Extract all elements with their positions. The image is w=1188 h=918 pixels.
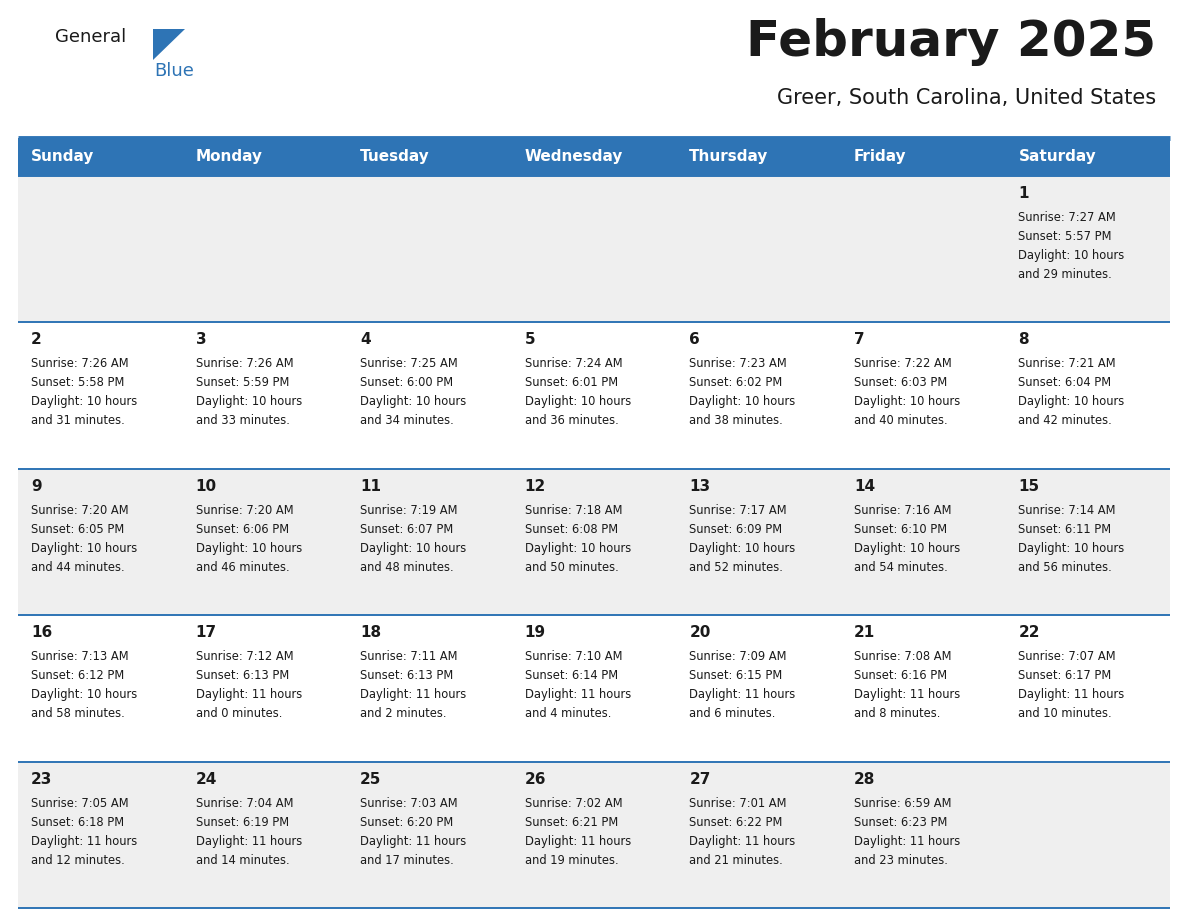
Text: 15: 15 (1018, 479, 1040, 494)
Text: 17: 17 (196, 625, 216, 640)
Text: 12: 12 (525, 479, 546, 494)
Text: 26: 26 (525, 772, 546, 787)
Text: Sunrise: 7:08 AM
Sunset: 6:16 PM
Daylight: 11 hours
and 8 minutes.: Sunrise: 7:08 AM Sunset: 6:16 PM Dayligh… (854, 650, 960, 721)
Polygon shape (153, 29, 185, 60)
Text: Sunrise: 6:59 AM
Sunset: 6:23 PM
Daylight: 11 hours
and 23 minutes.: Sunrise: 6:59 AM Sunset: 6:23 PM Dayligh… (854, 797, 960, 867)
Text: Sunrise: 7:10 AM
Sunset: 6:14 PM
Daylight: 11 hours
and 4 minutes.: Sunrise: 7:10 AM Sunset: 6:14 PM Dayligh… (525, 650, 631, 721)
Text: Thursday: Thursday (689, 150, 769, 164)
Text: Sunrise: 7:17 AM
Sunset: 6:09 PM
Daylight: 10 hours
and 52 minutes.: Sunrise: 7:17 AM Sunset: 6:09 PM Dayligh… (689, 504, 796, 574)
Text: Sunrise: 7:20 AM
Sunset: 6:06 PM
Daylight: 10 hours
and 46 minutes.: Sunrise: 7:20 AM Sunset: 6:06 PM Dayligh… (196, 504, 302, 574)
Text: 27: 27 (689, 772, 710, 787)
Text: Friday: Friday (854, 150, 906, 164)
Text: 1: 1 (1018, 186, 1029, 201)
Text: Sunrise: 7:14 AM
Sunset: 6:11 PM
Daylight: 10 hours
and 56 minutes.: Sunrise: 7:14 AM Sunset: 6:11 PM Dayligh… (1018, 504, 1125, 574)
Text: Sunrise: 7:09 AM
Sunset: 6:15 PM
Daylight: 11 hours
and 6 minutes.: Sunrise: 7:09 AM Sunset: 6:15 PM Dayligh… (689, 650, 796, 721)
FancyBboxPatch shape (18, 469, 1170, 615)
Text: Sunrise: 7:21 AM
Sunset: 6:04 PM
Daylight: 10 hours
and 42 minutes.: Sunrise: 7:21 AM Sunset: 6:04 PM Dayligh… (1018, 357, 1125, 428)
Text: 9: 9 (31, 479, 42, 494)
Text: Saturday: Saturday (1018, 150, 1097, 164)
Text: Sunrise: 7:24 AM
Sunset: 6:01 PM
Daylight: 10 hours
and 36 minutes.: Sunrise: 7:24 AM Sunset: 6:01 PM Dayligh… (525, 357, 631, 428)
Text: 28: 28 (854, 772, 876, 787)
Text: Sunrise: 7:20 AM
Sunset: 6:05 PM
Daylight: 10 hours
and 44 minutes.: Sunrise: 7:20 AM Sunset: 6:05 PM Dayligh… (31, 504, 138, 574)
Text: 3: 3 (196, 332, 207, 347)
Text: 23: 23 (31, 772, 52, 787)
FancyBboxPatch shape (18, 322, 1170, 469)
FancyBboxPatch shape (18, 138, 183, 176)
Text: Sunrise: 7:05 AM
Sunset: 6:18 PM
Daylight: 11 hours
and 12 minutes.: Sunrise: 7:05 AM Sunset: 6:18 PM Dayligh… (31, 797, 138, 867)
Text: Sunrise: 7:22 AM
Sunset: 6:03 PM
Daylight: 10 hours
and 40 minutes.: Sunrise: 7:22 AM Sunset: 6:03 PM Dayligh… (854, 357, 960, 428)
Text: General: General (55, 28, 126, 46)
Text: 18: 18 (360, 625, 381, 640)
Text: 14: 14 (854, 479, 876, 494)
Text: 25: 25 (360, 772, 381, 787)
Text: Sunrise: 7:23 AM
Sunset: 6:02 PM
Daylight: 10 hours
and 38 minutes.: Sunrise: 7:23 AM Sunset: 6:02 PM Dayligh… (689, 357, 796, 428)
Text: Sunrise: 7:02 AM
Sunset: 6:21 PM
Daylight: 11 hours
and 19 minutes.: Sunrise: 7:02 AM Sunset: 6:21 PM Dayligh… (525, 797, 631, 867)
Text: Sunday: Sunday (31, 150, 94, 164)
Text: Sunrise: 7:12 AM
Sunset: 6:13 PM
Daylight: 11 hours
and 0 minutes.: Sunrise: 7:12 AM Sunset: 6:13 PM Dayligh… (196, 650, 302, 721)
Text: Sunrise: 7:07 AM
Sunset: 6:17 PM
Daylight: 11 hours
and 10 minutes.: Sunrise: 7:07 AM Sunset: 6:17 PM Dayligh… (1018, 650, 1125, 721)
Text: Sunrise: 7:26 AM
Sunset: 5:59 PM
Daylight: 10 hours
and 33 minutes.: Sunrise: 7:26 AM Sunset: 5:59 PM Dayligh… (196, 357, 302, 428)
Text: 22: 22 (1018, 625, 1040, 640)
Text: Sunrise: 7:13 AM
Sunset: 6:12 PM
Daylight: 10 hours
and 58 minutes.: Sunrise: 7:13 AM Sunset: 6:12 PM Dayligh… (31, 650, 138, 721)
Text: Wednesday: Wednesday (525, 150, 623, 164)
Text: 19: 19 (525, 625, 545, 640)
Text: 5: 5 (525, 332, 536, 347)
Text: Sunrise: 7:18 AM
Sunset: 6:08 PM
Daylight: 10 hours
and 50 minutes.: Sunrise: 7:18 AM Sunset: 6:08 PM Dayligh… (525, 504, 631, 574)
Text: 20: 20 (689, 625, 710, 640)
Text: 11: 11 (360, 479, 381, 494)
FancyBboxPatch shape (841, 138, 1005, 176)
Text: 21: 21 (854, 625, 876, 640)
Text: 10: 10 (196, 479, 216, 494)
Text: 7: 7 (854, 332, 865, 347)
Text: Sunrise: 7:25 AM
Sunset: 6:00 PM
Daylight: 10 hours
and 34 minutes.: Sunrise: 7:25 AM Sunset: 6:00 PM Dayligh… (360, 357, 467, 428)
FancyBboxPatch shape (18, 762, 1170, 908)
Text: Sunrise: 7:27 AM
Sunset: 5:57 PM
Daylight: 10 hours
and 29 minutes.: Sunrise: 7:27 AM Sunset: 5:57 PM Dayligh… (1018, 211, 1125, 281)
Text: Sunrise: 7:11 AM
Sunset: 6:13 PM
Daylight: 11 hours
and 2 minutes.: Sunrise: 7:11 AM Sunset: 6:13 PM Dayligh… (360, 650, 467, 721)
Text: Sunrise: 7:16 AM
Sunset: 6:10 PM
Daylight: 10 hours
and 54 minutes.: Sunrise: 7:16 AM Sunset: 6:10 PM Dayligh… (854, 504, 960, 574)
Text: February 2025: February 2025 (746, 18, 1156, 66)
Text: 8: 8 (1018, 332, 1029, 347)
FancyBboxPatch shape (512, 138, 676, 176)
FancyBboxPatch shape (18, 615, 1170, 762)
FancyBboxPatch shape (183, 138, 347, 176)
Text: Sunrise: 7:01 AM
Sunset: 6:22 PM
Daylight: 11 hours
and 21 minutes.: Sunrise: 7:01 AM Sunset: 6:22 PM Dayligh… (689, 797, 796, 867)
Text: 4: 4 (360, 332, 371, 347)
Text: 16: 16 (31, 625, 52, 640)
Text: Sunrise: 7:04 AM
Sunset: 6:19 PM
Daylight: 11 hours
and 14 minutes.: Sunrise: 7:04 AM Sunset: 6:19 PM Dayligh… (196, 797, 302, 867)
FancyBboxPatch shape (18, 176, 1170, 322)
Text: 13: 13 (689, 479, 710, 494)
FancyBboxPatch shape (676, 138, 841, 176)
Text: Sunrise: 7:26 AM
Sunset: 5:58 PM
Daylight: 10 hours
and 31 minutes.: Sunrise: 7:26 AM Sunset: 5:58 PM Dayligh… (31, 357, 138, 428)
Text: Greer, South Carolina, United States: Greer, South Carolina, United States (777, 88, 1156, 108)
Text: Sunrise: 7:19 AM
Sunset: 6:07 PM
Daylight: 10 hours
and 48 minutes.: Sunrise: 7:19 AM Sunset: 6:07 PM Dayligh… (360, 504, 467, 574)
Text: Sunrise: 7:03 AM
Sunset: 6:20 PM
Daylight: 11 hours
and 17 minutes.: Sunrise: 7:03 AM Sunset: 6:20 PM Dayligh… (360, 797, 467, 867)
Text: 24: 24 (196, 772, 217, 787)
Text: 6: 6 (689, 332, 700, 347)
Text: Blue: Blue (154, 62, 194, 80)
Text: Monday: Monday (196, 150, 263, 164)
FancyBboxPatch shape (347, 138, 512, 176)
Text: Tuesday: Tuesday (360, 150, 430, 164)
Text: 2: 2 (31, 332, 42, 347)
FancyBboxPatch shape (1005, 138, 1170, 176)
